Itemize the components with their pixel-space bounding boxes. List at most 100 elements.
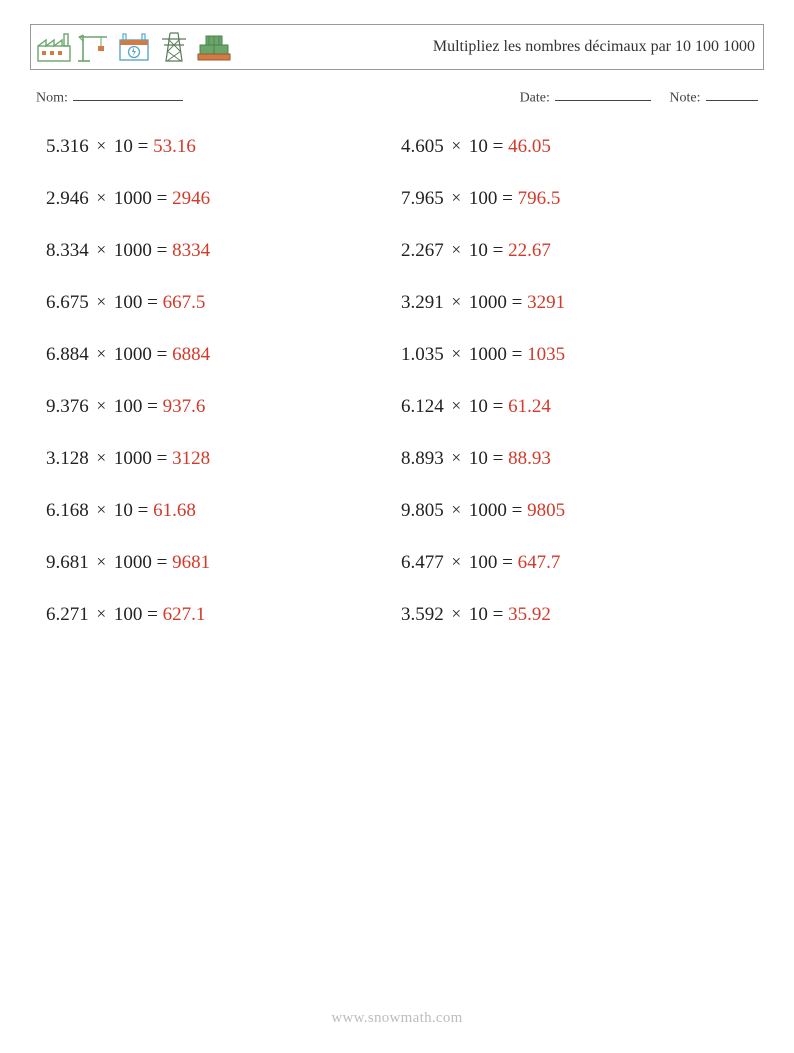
equals-sign: = — [488, 396, 508, 417]
problem-row: 9.805 × 1000 = 9805 — [401, 500, 748, 522]
equals-sign: = — [142, 604, 162, 625]
problem-row: 9.376 × 100 = 937.6 — [46, 396, 393, 418]
operand-b: 10 — [469, 448, 488, 469]
operand-a: 7.965 — [401, 188, 444, 209]
equals-sign: = — [142, 396, 162, 417]
operand-a: 6.168 — [46, 500, 89, 521]
equals-sign: = — [497, 552, 517, 573]
answer: 9805 — [527, 500, 565, 521]
multiply-sign: × — [449, 552, 465, 572]
operand-a: 8.893 — [401, 448, 444, 469]
header-banner: Multipliez les nombres décimaux par 10 1… — [30, 24, 764, 70]
answer: 35.92 — [508, 604, 551, 625]
problem-row: 3.592 × 10 = 35.92 — [401, 604, 748, 626]
problem-row: 5.316 × 10 = 53.16 — [46, 136, 393, 158]
operand-b: 10 — [114, 500, 133, 521]
operand-a: 1.035 — [401, 344, 444, 365]
operand-a: 9.681 — [46, 552, 89, 573]
operand-b: 1000 — [114, 240, 152, 261]
operand-b: 1000 — [114, 188, 152, 209]
equals-sign: = — [133, 500, 153, 521]
equals-sign: = — [488, 604, 508, 625]
equals-sign: = — [142, 292, 162, 313]
equals-sign: = — [133, 136, 153, 157]
problem-row: 6.675 × 100 = 667.5 — [46, 292, 393, 314]
name-blank — [73, 88, 183, 101]
multiply-sign: × — [94, 292, 110, 312]
problem-row: 3.128 × 1000 = 3128 — [46, 448, 393, 470]
answer: 937.6 — [163, 396, 206, 417]
answer: 46.05 — [508, 136, 551, 157]
operand-b: 1000 — [469, 500, 507, 521]
date-field: Date: — [520, 88, 652, 106]
note-label: Note: — [669, 90, 700, 105]
operand-b: 1000 — [114, 344, 152, 365]
operand-b: 1000 — [469, 292, 507, 313]
operand-b: 100 — [114, 396, 143, 417]
multiply-sign: × — [449, 188, 465, 208]
operand-a: 6.884 — [46, 344, 89, 365]
operand-a: 4.605 — [401, 136, 444, 157]
operand-b: 100 — [114, 604, 143, 625]
answer: 3128 — [172, 448, 210, 469]
multiply-sign: × — [94, 240, 110, 260]
operand-a: 6.124 — [401, 396, 444, 417]
operand-a: 2.267 — [401, 240, 444, 261]
multiply-sign: × — [449, 292, 465, 312]
operand-b: 100 — [114, 292, 143, 313]
operand-a: 5.316 — [46, 136, 89, 157]
equals-sign: = — [507, 292, 527, 313]
operand-a: 6.477 — [401, 552, 444, 573]
name-field: Nom: — [36, 88, 520, 106]
problem-row: 6.271 × 100 = 627.1 — [46, 604, 393, 626]
transmission-tower-icon — [157, 30, 191, 64]
answer: 627.1 — [163, 604, 206, 625]
date-label: Date: — [520, 90, 550, 105]
worksheet-title: Multipliez les nombres décimaux par 10 1… — [231, 37, 755, 57]
equals-sign: = — [152, 344, 172, 365]
multiply-sign: × — [94, 188, 110, 208]
equals-sign: = — [152, 188, 172, 209]
answer: 22.67 — [508, 240, 551, 261]
operand-a: 3.592 — [401, 604, 444, 625]
answer: 53.16 — [153, 136, 196, 157]
multiply-sign: × — [449, 136, 465, 156]
problem-row: 6.477 × 100 = 647.7 — [401, 552, 748, 574]
answer: 647.7 — [518, 552, 561, 573]
operand-b: 10 — [469, 136, 488, 157]
operand-a: 3.128 — [46, 448, 89, 469]
operand-b: 10 — [114, 136, 133, 157]
answer: 2946 — [172, 188, 210, 209]
answer: 796.5 — [518, 188, 561, 209]
problem-row: 1.035 × 1000 = 1035 — [401, 344, 748, 366]
header-icons — [37, 30, 231, 64]
problem-row: 4.605 × 10 = 46.05 — [401, 136, 748, 158]
equals-sign: = — [507, 344, 527, 365]
problem-row: 2.267 × 10 = 22.67 — [401, 240, 748, 262]
crane-icon — [77, 30, 111, 64]
answer: 3291 — [527, 292, 565, 313]
answer: 667.5 — [163, 292, 206, 313]
power-plant-icon — [117, 30, 151, 64]
equals-sign: = — [497, 188, 517, 209]
operand-b: 10 — [469, 604, 488, 625]
warehouse-icon — [197, 30, 231, 64]
problem-row: 6.124 × 10 = 61.24 — [401, 396, 748, 418]
problem-row: 9.681 × 1000 = 9681 — [46, 552, 393, 574]
equals-sign: = — [152, 240, 172, 261]
note-field: Note: — [669, 88, 758, 106]
operand-b: 1000 — [114, 552, 152, 573]
equals-sign: = — [152, 448, 172, 469]
multiply-sign: × — [94, 136, 110, 156]
operand-a: 6.675 — [46, 292, 89, 313]
equals-sign: = — [488, 136, 508, 157]
note-blank — [706, 88, 758, 101]
factory-icon — [37, 30, 71, 64]
problem-row: 6.884 × 1000 = 6884 — [46, 344, 393, 366]
multiply-sign: × — [449, 344, 465, 364]
operand-b: 100 — [469, 188, 498, 209]
problem-row: 3.291 × 1000 = 3291 — [401, 292, 748, 314]
equals-sign: = — [152, 552, 172, 573]
operand-a: 9.376 — [46, 396, 89, 417]
answer: 6884 — [172, 344, 210, 365]
